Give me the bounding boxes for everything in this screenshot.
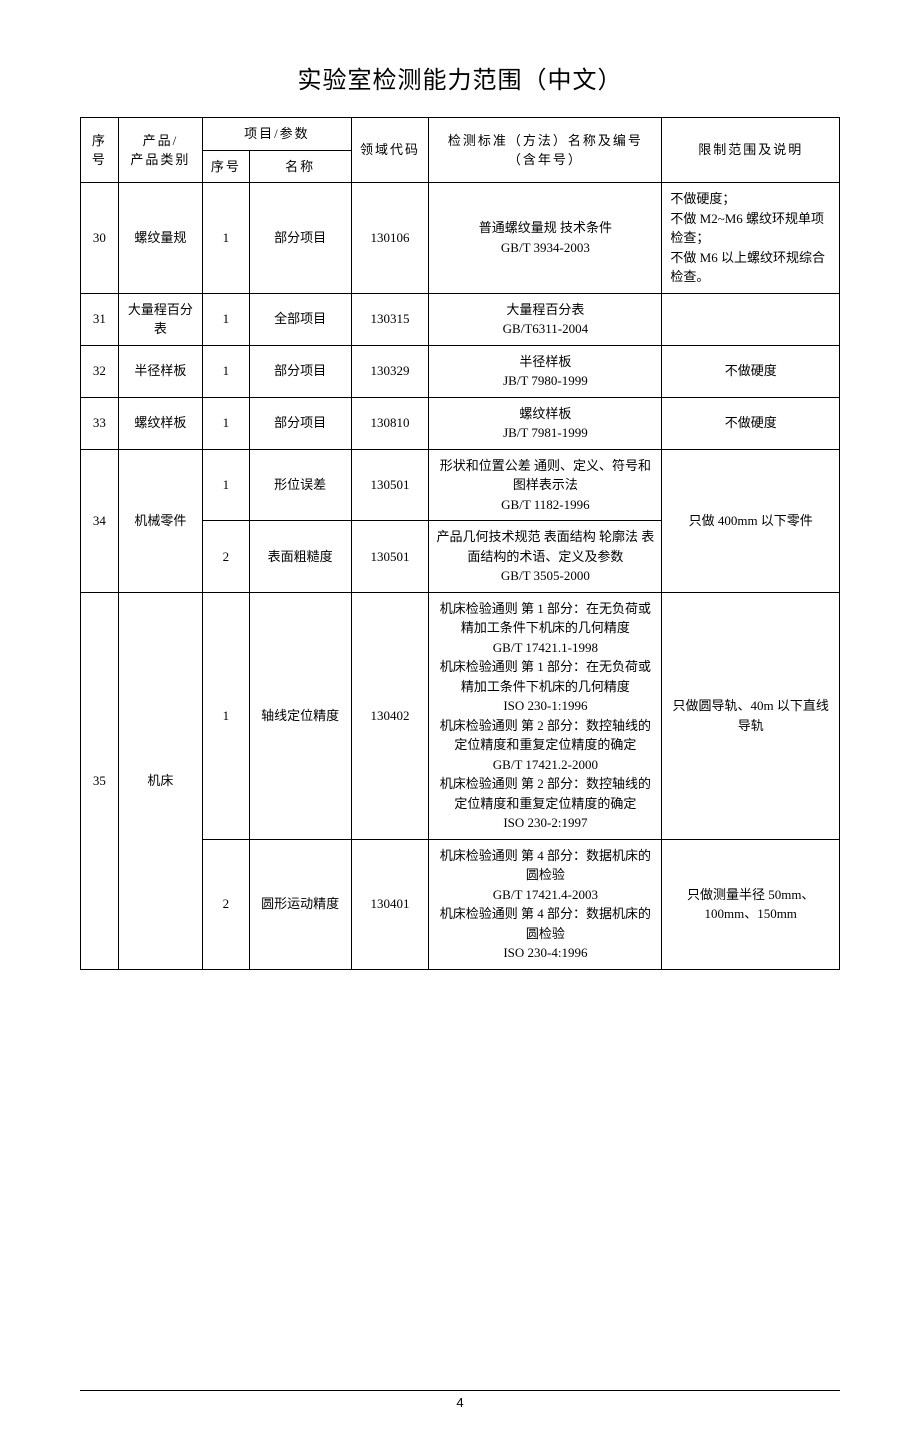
- table-cell: 2: [203, 839, 250, 969]
- table-cell: [662, 293, 840, 345]
- table-cell: 只做测量半径 50mm、100mm、150mm: [662, 839, 840, 969]
- table-cell: 1: [203, 183, 250, 294]
- table-cell: 螺纹量规: [118, 183, 202, 294]
- table-cell: 130401: [351, 839, 429, 969]
- table-cell: 半径样板: [118, 345, 202, 397]
- th-standard: 检测标准（方法）名称及编号（含年号）: [429, 118, 662, 183]
- table-row: 32半径样板1部分项目130329半径样板JB/T 7980-1999不做硬度: [81, 345, 840, 397]
- table-cell: 1: [203, 449, 250, 521]
- th-product: 产品/产品类别: [118, 118, 202, 183]
- table-cell: 机床检验通则 第 1 部分：在无负荷或精加工条件下机床的几何精度GB/T 174…: [429, 592, 662, 839]
- th-seq: 序号: [81, 118, 119, 183]
- table-cell: 33: [81, 397, 119, 449]
- th-param-group: 项目/参数: [203, 118, 352, 151]
- table-cell: 34: [81, 449, 119, 592]
- table-cell: 32: [81, 345, 119, 397]
- table-cell: 部分项目: [249, 183, 351, 294]
- table-cell: 形状和位置公差 通则、定义、符号和图样表示法GB/T 1182-1996: [429, 449, 662, 521]
- table-cell: 形位误差: [249, 449, 351, 521]
- table-cell: 130106: [351, 183, 429, 294]
- table-cell: 35: [81, 592, 119, 969]
- table-cell: 部分项目: [249, 345, 351, 397]
- page-footer: 4: [80, 1390, 840, 1410]
- table-cell: 130501: [351, 521, 429, 593]
- table-cell: 130315: [351, 293, 429, 345]
- table-cell: 大量程百分表: [118, 293, 202, 345]
- table-cell: 1: [203, 345, 250, 397]
- table-cell: 半径样板JB/T 7980-1999: [429, 345, 662, 397]
- table-cell: 机床: [118, 592, 202, 969]
- table-cell: 1: [203, 592, 250, 839]
- table-row: 31大量程百分表1全部项目130315大量程百分表GB/T6311-2004: [81, 293, 840, 345]
- table-cell: 不做硬度；不做 M2~M6 螺纹环规单项检查；不做 M6 以上螺纹环规综合检查。: [662, 183, 840, 294]
- th-limit: 限制范围及说明: [662, 118, 840, 183]
- capability-table: 序号 产品/产品类别 项目/参数 领域代码 检测标准（方法）名称及编号（含年号）…: [80, 117, 840, 970]
- table-cell: 130402: [351, 592, 429, 839]
- table-cell: 31: [81, 293, 119, 345]
- table-cell: 只做 400mm 以下零件: [662, 449, 840, 592]
- table-cell: 产品几何技术规范 表面结构 轮廓法 表面结构的术语、定义及参数GB/T 3505…: [429, 521, 662, 593]
- table-cell: 30: [81, 183, 119, 294]
- table-cell: 螺纹样板JB/T 7981-1999: [429, 397, 662, 449]
- table-body: 30螺纹量规1部分项目130106普通螺纹量规 技术条件GB/T 3934-20…: [81, 183, 840, 970]
- table-cell: 普通螺纹量规 技术条件GB/T 3934-2003: [429, 183, 662, 294]
- table-cell: 部分项目: [249, 397, 351, 449]
- table-cell: 130810: [351, 397, 429, 449]
- table-cell: 机床检验通则 第 4 部分：数据机床的圆检验GB/T 17421.4-2003机…: [429, 839, 662, 969]
- page-number: 4: [456, 1395, 463, 1410]
- table-cell: 表面粗糙度: [249, 521, 351, 593]
- th-param-name: 名称: [249, 150, 351, 183]
- table-cell: 130329: [351, 345, 429, 397]
- table-cell: 130501: [351, 449, 429, 521]
- table-row: 34机械零件1形位误差130501形状和位置公差 通则、定义、符号和图样表示法G…: [81, 449, 840, 521]
- table-cell: 轴线定位精度: [249, 592, 351, 839]
- page-title: 实验室检测能力范围（中文）: [80, 60, 840, 95]
- table-row: 33螺纹样板1部分项目130810螺纹样板JB/T 7981-1999不做硬度: [81, 397, 840, 449]
- table-cell: 大量程百分表GB/T6311-2004: [429, 293, 662, 345]
- table-cell: 不做硬度: [662, 397, 840, 449]
- table-cell: 只做圆导轨、40m 以下直线导轨: [662, 592, 840, 839]
- th-param-seq: 序号: [203, 150, 250, 183]
- table-cell: 螺纹样板: [118, 397, 202, 449]
- th-domain: 领域代码: [351, 118, 429, 183]
- table-cell: 1: [203, 293, 250, 345]
- table-cell: 1: [203, 397, 250, 449]
- table-row: 30螺纹量规1部分项目130106普通螺纹量规 技术条件GB/T 3934-20…: [81, 183, 840, 294]
- table-cell: 全部项目: [249, 293, 351, 345]
- table-cell: 不做硬度: [662, 345, 840, 397]
- table-cell: 圆形运动精度: [249, 839, 351, 969]
- table-cell: 2: [203, 521, 250, 593]
- table-row: 35机床1轴线定位精度130402机床检验通则 第 1 部分：在无负荷或精加工条…: [81, 592, 840, 839]
- table-cell: 机械零件: [118, 449, 202, 592]
